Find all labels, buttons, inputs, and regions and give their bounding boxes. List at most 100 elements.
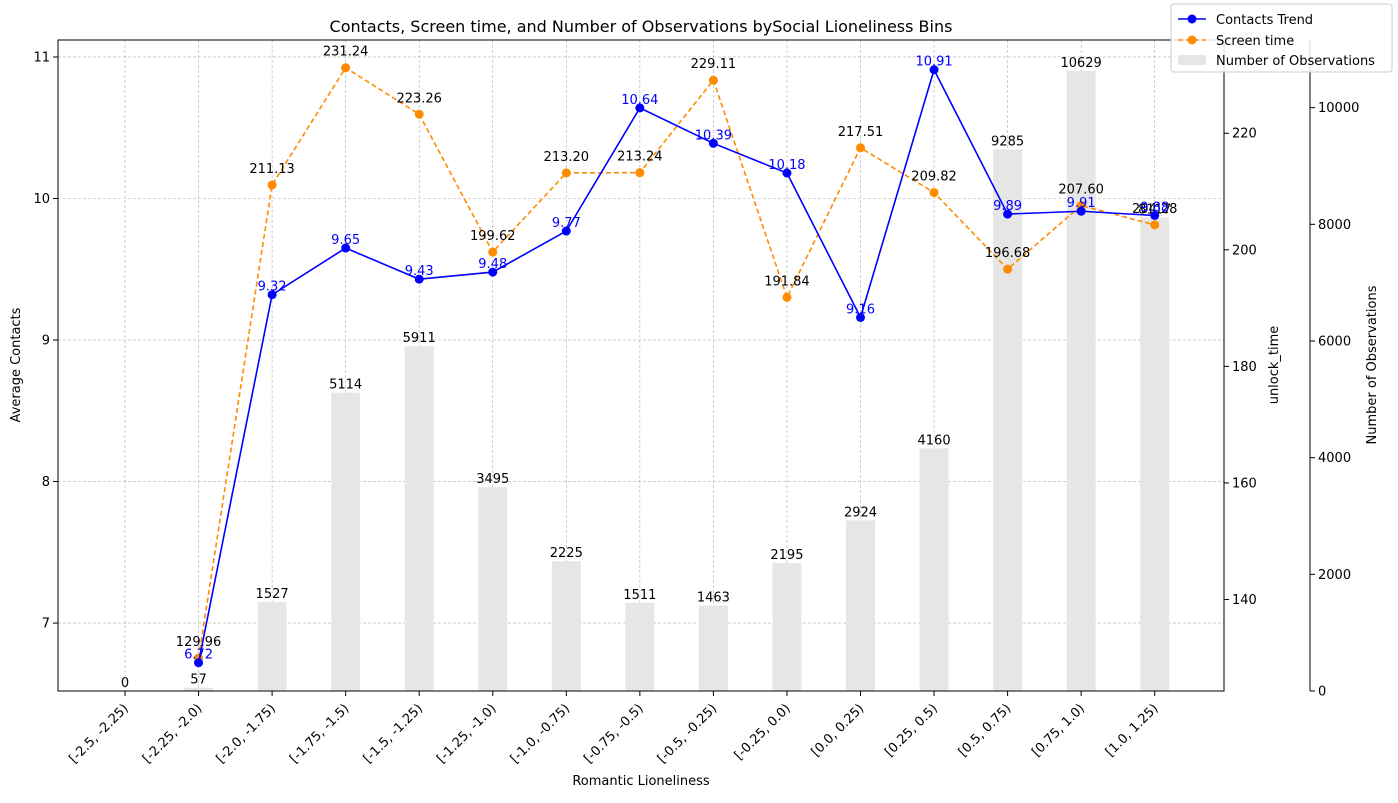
y-right-outer-tick-label: 10000: [1318, 101, 1359, 116]
observation-bar: [478, 487, 508, 691]
legend-observations-swatch: [1178, 55, 1206, 65]
contacts-point: [194, 658, 204, 668]
legend-contacts-marker: [1187, 14, 1197, 24]
x-tick-label: [-1.25, -1.0): [434, 701, 499, 766]
screen-time-point: [414, 109, 424, 119]
observation-bar-label: 5114: [329, 378, 362, 393]
observation-bar-label: 1511: [623, 588, 656, 603]
screen-time-label: 213.20: [544, 150, 590, 165]
observation-bar-label: 1463: [697, 591, 730, 606]
screen-time-layer: 129.96 211.13 231.24 223.26 199.62 213.20 213.…: [176, 45, 1178, 663]
screen-time-point: [856, 143, 865, 153]
contacts-point: [341, 243, 351, 253]
legend: Contacts Trend Screen time Number of Obs…: [1170, 3, 1393, 73]
screen-time-point: [635, 168, 645, 178]
x-tick-label: [-0.25, 0.0): [732, 701, 794, 763]
contacts-layer: 6.72 9.32 9.65 9.43 9.48 9.77 10.64 10.39 10.18 9…: [184, 55, 1169, 668]
y-right-outer-tick-label: 8000: [1318, 218, 1351, 233]
screen-time-label: 199.62: [470, 229, 516, 244]
observation-bar-label: 2225: [550, 546, 583, 561]
y-axis-left-title: Average Contacts: [9, 307, 24, 422]
x-tick-label: [-2.25, -2.0): [140, 701, 205, 766]
screen-time-line: [197, 66, 1155, 659]
contacts-point: [1150, 210, 1160, 220]
x-tick-label: [-0.5, -0.25): [655, 701, 720, 766]
contacts-label: 10.64: [621, 93, 658, 108]
legend-box: [1170, 3, 1393, 73]
y-right-inner-tick-label: 220: [1232, 127, 1257, 142]
legend-contacts-label: Contacts Trend: [1216, 13, 1313, 28]
observation-bar: [625, 602, 655, 691]
screen-time-point: [561, 168, 571, 178]
observation-bar-label: 4160: [918, 433, 951, 448]
screen-time-label: 213.24: [617, 150, 663, 165]
observation-bar-label: 10629: [1060, 56, 1101, 71]
contacts-point: [1076, 206, 1086, 216]
observation-bar-label: 8117: [1138, 203, 1171, 218]
contacts-point: [414, 274, 424, 284]
contacts-line: [197, 67, 1155, 663]
screen-time-point: [1003, 264, 1013, 274]
x-tick-label: [1.0, 1.25): [1103, 701, 1162, 760]
screen-time-label: 217.51: [838, 125, 884, 140]
y-right-inner-tick-label: 180: [1232, 360, 1257, 375]
contacts-label: 9.91: [1067, 196, 1096, 211]
contacts-label: 9.65: [331, 233, 360, 248]
y-axis-right-outer-title: Number of Observations: [1365, 285, 1380, 444]
screen-time-label: 211.13: [249, 162, 295, 177]
contacts-point: [856, 312, 865, 322]
observation-bar: [184, 687, 214, 691]
screen-time-label: 231.24: [323, 45, 369, 60]
observation-bar: [1140, 217, 1170, 691]
contacts-label: 9.32: [258, 280, 287, 295]
observation-bar: [919, 448, 949, 691]
x-tick-label: [-2.0, -1.75): [214, 701, 279, 766]
screen-time-point: [341, 63, 351, 73]
observation-bar-label: 57: [190, 673, 207, 688]
observation-bar-label: 2195: [770, 548, 803, 563]
contacts-point: [635, 103, 645, 113]
observation-bar-label: 9285: [991, 134, 1024, 149]
screen-time-point: [267, 180, 277, 190]
screen-time-label: 191.84: [764, 274, 810, 289]
y-left-tick-label: 7: [42, 617, 50, 632]
screen-time-point: [782, 292, 792, 302]
x-tick-label: [0.75, 1.0): [1029, 701, 1088, 760]
observation-bar: [846, 520, 875, 691]
contacts-label: 10.39: [695, 128, 732, 143]
screen-time-label: 209.82: [911, 170, 957, 185]
chart-title: Contacts, Screen time, and Number of Obs…: [330, 17, 953, 36]
observation-bar-label: 5911: [403, 331, 436, 346]
x-axis-title: Romantic Lioneliness: [572, 774, 710, 789]
y-left-tick-label: 11: [33, 50, 50, 65]
contacts-point: [708, 138, 718, 148]
observation-bar: [772, 562, 802, 691]
observation-bar-label: 1527: [256, 587, 289, 602]
x-tick-label: [0.0, 0.25): [809, 701, 868, 760]
contacts-label: 10.18: [768, 158, 805, 173]
screen-time-label: 223.26: [396, 91, 442, 106]
bar-layer: [184, 70, 1170, 692]
contacts-label: 10.91: [915, 55, 952, 70]
y-right-inner-tick-label: 160: [1232, 476, 1257, 491]
screen-time-point: [488, 247, 498, 257]
y-axis-right-inner-title: unlock_time: [1267, 326, 1282, 405]
y-left-tick-label: 8: [42, 475, 50, 490]
y-left-tick-label: 9: [42, 334, 50, 349]
screen-time-label: 129.96: [176, 635, 222, 650]
contacts-point: [488, 267, 498, 277]
x-tick-label: [-1.0, -0.75): [508, 701, 573, 766]
screen-time-point: [1150, 220, 1160, 230]
contacts-label: 9.16: [846, 302, 875, 317]
contacts-point: [782, 168, 792, 178]
y-right-outer-tick-label: 0: [1318, 685, 1326, 700]
x-tick-label: [0.5, 0.75): [956, 701, 1015, 760]
screen-time-label: 204.28: [1132, 202, 1178, 217]
screen-time-point: [708, 75, 718, 85]
observation-bar-label: 3495: [476, 472, 509, 487]
contacts-point: [561, 226, 571, 236]
y-right-inner-tick-label: 200: [1232, 243, 1257, 258]
x-tick-label: [-0.75, -0.5): [581, 701, 646, 766]
observation-bar: [1066, 70, 1096, 692]
